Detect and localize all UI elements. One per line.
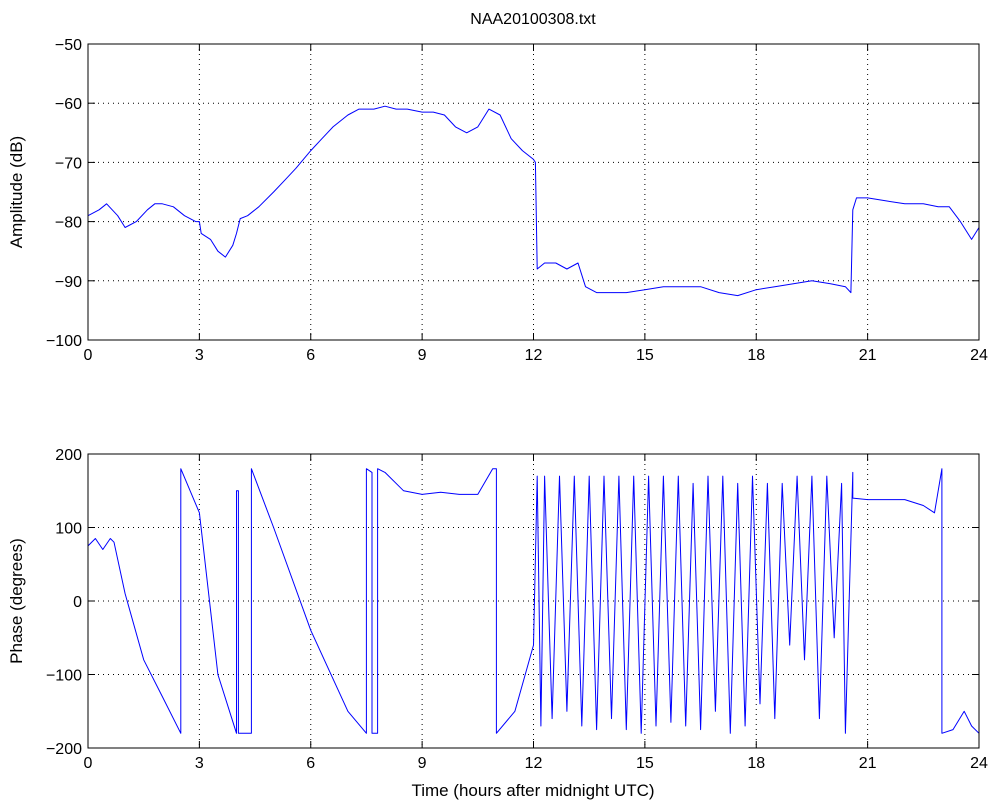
amplitude-ticks: 0 3 6 9 12 15 18 21 24 −100 −90 −80 −70 −60 −50: [46, 37, 988, 364]
amplitude-x-tick-label: 24: [970, 347, 988, 364]
amplitude-trace-line: [87, 105, 980, 297]
amplitude-x-tick-label: 0: [84, 347, 93, 364]
amplitude-title: NAA20100308.txt: [470, 11, 596, 28]
amplitude-y-tick-label: −60: [55, 96, 82, 113]
phase-y-tick-label: 0: [73, 594, 82, 611]
phase-x-tick-label: 12: [525, 755, 543, 772]
amplitude-frame: [87, 43, 980, 341]
phase-grid: [88, 454, 979, 748]
phase-y-tick-label: −200: [46, 741, 82, 758]
amplitude-y-tick-label: −70: [55, 155, 82, 172]
amplitude-y-tick-label: −100: [46, 333, 82, 350]
amplitude-x-tick-label: 6: [306, 347, 315, 364]
phase-y-label: Phase (degrees): [7, 538, 26, 664]
phase-x-tick-label: 21: [859, 755, 877, 772]
phase-panel: 0 3 6 9 12 15 18 21 24 −200 −100 0 100 200 Phase (deg…: [7, 447, 988, 800]
amplitude-x-tick-label: 15: [636, 347, 654, 364]
phase-x-tick-label: 15: [636, 755, 654, 772]
phase-x-tick-label: 6: [306, 755, 315, 772]
phase-x-label: Time (hours after midnight UTC): [411, 781, 654, 800]
phase-y-tick-label: 200: [55, 447, 82, 464]
phase-y-tick-label: −100: [46, 668, 82, 685]
phase-trace-line: [87, 468, 980, 734]
phase-x-tick-label: 18: [747, 755, 765, 772]
phase-x-tick-label: 24: [970, 755, 988, 772]
amplitude-panel: NAA20100308.txt 0 3 6 9 12 15 18 21 24 −100 −90 −80…: [7, 11, 988, 364]
phase-frame: [87, 453, 980, 749]
amplitude-y-label: Amplitude (dB): [7, 136, 26, 248]
phase-trace-group: [87, 468, 980, 734]
amplitude-x-tick-label: 9: [418, 347, 427, 364]
phase-ticks: 0 3 6 9 12 15 18 21 24 −200 −100 0 100 200: [46, 447, 988, 772]
amplitude-x-tick-label: 21: [859, 347, 877, 364]
phase-x-tick-label: 9: [418, 755, 427, 772]
phase-y-tick-label: 100: [55, 521, 82, 538]
amplitude-trace-group: [87, 105, 980, 297]
amplitude-grid: [88, 44, 979, 340]
amplitude-x-tick-label: 18: [747, 347, 765, 364]
amplitude-x-tick-label: 12: [525, 347, 543, 364]
amplitude-y-tick-label: −80: [55, 215, 82, 232]
amplitude-y-tick-label: −90: [55, 274, 82, 291]
amplitude-x-tick-label: 3: [195, 347, 204, 364]
amplitude-y-tick-label: −50: [55, 37, 82, 54]
phase-x-tick-label: 3: [195, 755, 204, 772]
phase-x-tick-label: 0: [84, 755, 93, 772]
